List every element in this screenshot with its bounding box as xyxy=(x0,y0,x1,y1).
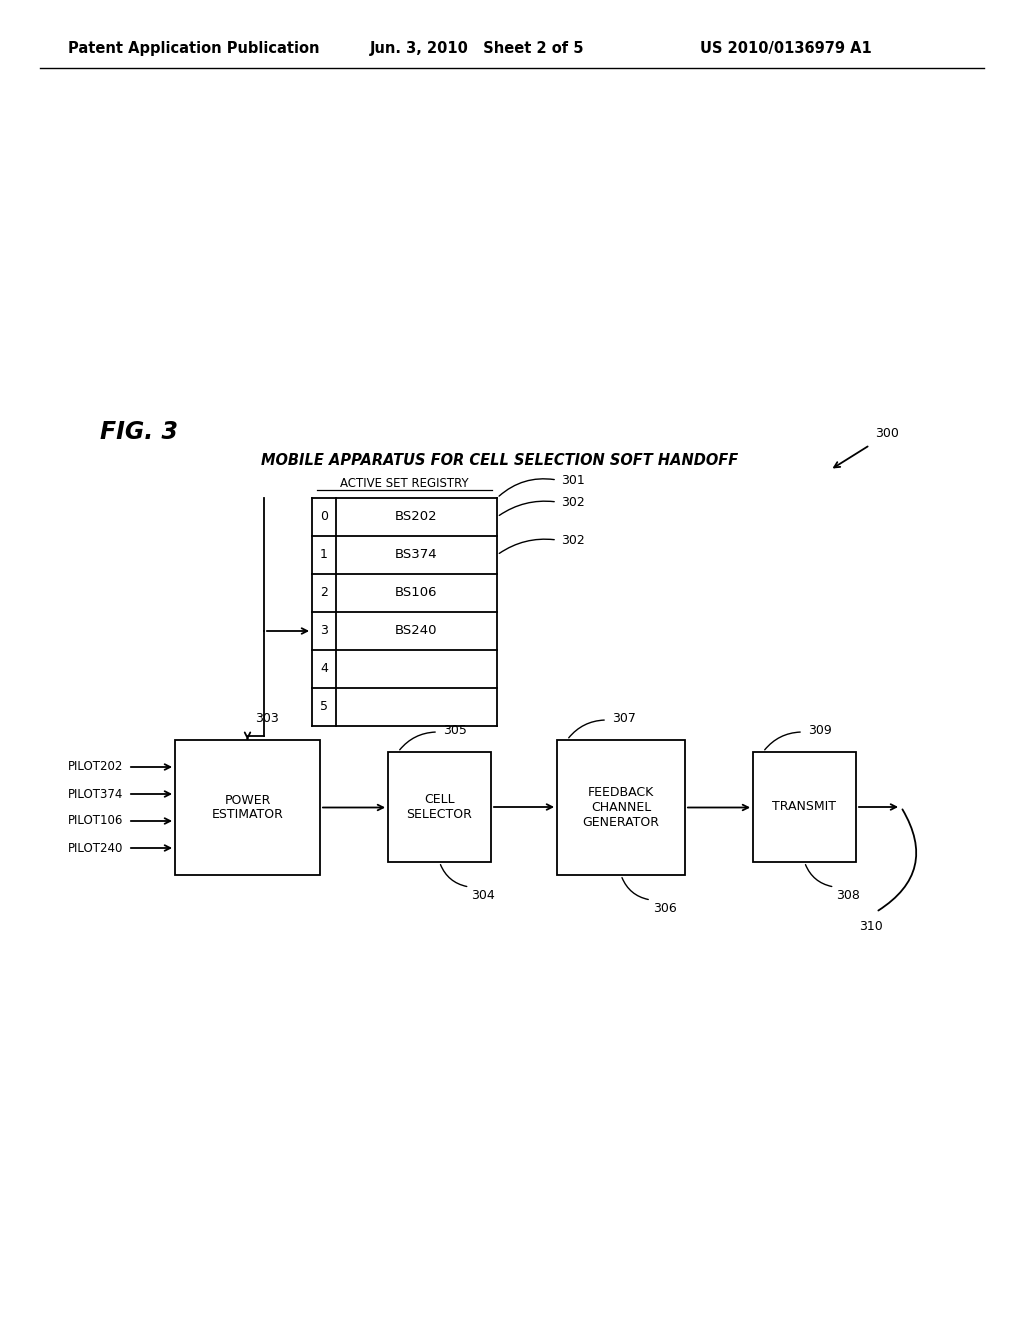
Bar xyxy=(388,752,490,862)
Text: 305: 305 xyxy=(443,723,467,737)
Text: PILOT202: PILOT202 xyxy=(68,760,123,774)
Text: 3: 3 xyxy=(321,624,328,638)
Text: ACTIVE SET REGISTRY: ACTIVE SET REGISTRY xyxy=(340,477,469,490)
Text: POWER
ESTIMATOR: POWER ESTIMATOR xyxy=(212,793,284,821)
Text: FIG. 3: FIG. 3 xyxy=(100,420,178,444)
Text: 307: 307 xyxy=(612,711,636,725)
Text: 310: 310 xyxy=(859,920,883,933)
Text: 4: 4 xyxy=(321,663,328,676)
Text: 308: 308 xyxy=(837,888,860,902)
Text: BS374: BS374 xyxy=(395,549,438,561)
Text: 301: 301 xyxy=(561,474,585,487)
Text: BS202: BS202 xyxy=(395,511,438,524)
Text: Jun. 3, 2010   Sheet 2 of 5: Jun. 3, 2010 Sheet 2 of 5 xyxy=(370,41,585,55)
Text: PILOT106: PILOT106 xyxy=(68,814,123,828)
Text: 5: 5 xyxy=(319,701,328,714)
Text: BS240: BS240 xyxy=(395,624,437,638)
Text: CELL
SELECTOR: CELL SELECTOR xyxy=(407,793,472,821)
Text: 300: 300 xyxy=(874,426,899,440)
Text: BS106: BS106 xyxy=(395,586,437,599)
Text: 1: 1 xyxy=(321,549,328,561)
Text: 2: 2 xyxy=(321,586,328,599)
Text: 304: 304 xyxy=(471,888,496,902)
Bar xyxy=(557,741,685,875)
Text: 306: 306 xyxy=(653,902,677,915)
Text: MOBILE APPARATUS FOR CELL SELECTION SOFT HANDOFF: MOBILE APPARATUS FOR CELL SELECTION SOFT… xyxy=(261,453,738,469)
Text: 302: 302 xyxy=(561,495,585,508)
Bar xyxy=(753,752,856,862)
Text: PILOT374: PILOT374 xyxy=(68,788,123,800)
Text: Patent Application Publication: Patent Application Publication xyxy=(68,41,319,55)
Bar xyxy=(175,741,319,875)
Text: 302: 302 xyxy=(561,533,585,546)
Text: 303: 303 xyxy=(256,711,280,725)
Text: US 2010/0136979 A1: US 2010/0136979 A1 xyxy=(700,41,871,55)
Text: 0: 0 xyxy=(319,511,328,524)
Text: PILOT240: PILOT240 xyxy=(68,842,123,854)
Text: 309: 309 xyxy=(808,723,831,737)
Text: TRANSMIT: TRANSMIT xyxy=(772,800,837,813)
Text: FEEDBACK
CHANNEL
GENERATOR: FEEDBACK CHANNEL GENERATOR xyxy=(583,785,659,829)
